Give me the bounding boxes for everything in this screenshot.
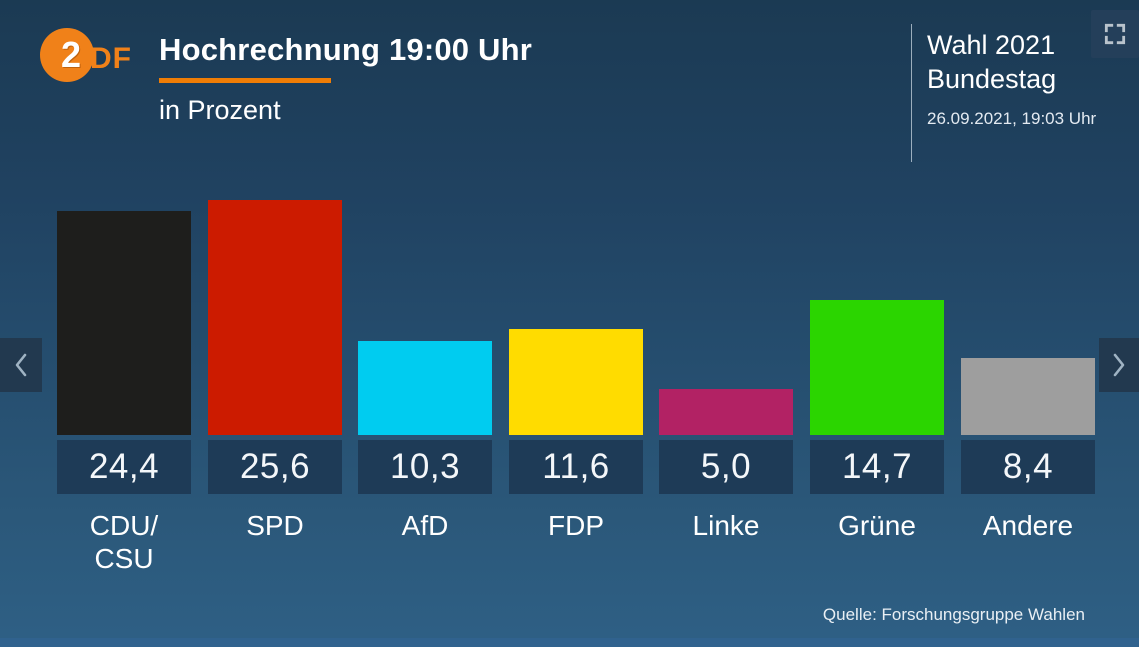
header-title-block: Hochrechnung 19:00 Uhr in Prozent <box>159 32 532 126</box>
chart-title: Hochrechnung 19:00 Uhr <box>159 32 533 67</box>
value-badge-cdu-csu: 24,4 <box>57 440 191 494</box>
party-label-gruene: Grüne <box>838 510 916 541</box>
party-label-spd: SPD <box>246 510 304 541</box>
party-label-andere: Andere <box>982 510 1074 541</box>
bar-linke <box>659 389 793 435</box>
zdf-logo: 2 DF <box>40 26 140 84</box>
value-badge-gruene: 14,7 <box>810 440 944 494</box>
bar-afd <box>358 341 492 435</box>
chart-subtitle: in Prozent <box>159 95 281 125</box>
chevron-right-icon <box>1113 353 1125 377</box>
party-label-afd: AfD <box>401 510 449 541</box>
bottom-bar <box>0 638 1139 647</box>
timestamp: 26.09.2021, 19:03 Uhr <box>927 109 1097 128</box>
bar-gruene <box>810 300 944 435</box>
value-badge-andere: 8,4 <box>961 440 1095 494</box>
bar-andere <box>961 358 1095 435</box>
party-label-linke: Linke <box>692 510 760 541</box>
party-label-fdp: FDP <box>548 510 604 541</box>
value-badge-fdp: 11,6 <box>509 440 643 494</box>
election-title-line1: Wahl 2021 <box>927 30 1056 60</box>
value-badge-linke: 5,0 <box>659 440 793 494</box>
prev-button[interactable] <box>0 338 42 392</box>
fullscreen-button[interactable] <box>1091 10 1139 58</box>
zdf-logo-2: 2 <box>60 34 82 75</box>
source-note: Quelle: Forschungsgruppe Wahlen <box>822 605 1085 624</box>
bar-cdu-csu <box>57 211 191 435</box>
bar-spd <box>208 200 342 435</box>
election-meta: Wahl 2021 Bundestag 26.09.2021, 19:03 Uh… <box>911 24 1096 162</box>
zdf-logo-df: DF <box>90 42 132 75</box>
bar-fdp <box>509 329 643 435</box>
election-title-line2: Bundestag <box>927 64 1057 94</box>
party-label-cdu-csu: CDU/ CSU <box>89 510 159 574</box>
fullscreen-icon <box>1104 23 1126 45</box>
value-badge-spd: 25,6 <box>208 440 342 494</box>
title-underline <box>159 78 331 83</box>
value-badge-afd: 10,3 <box>358 440 492 494</box>
chevron-left-icon <box>15 353 27 377</box>
zdf-logo-circle: 2 <box>40 28 94 82</box>
next-button[interactable] <box>1099 338 1139 392</box>
